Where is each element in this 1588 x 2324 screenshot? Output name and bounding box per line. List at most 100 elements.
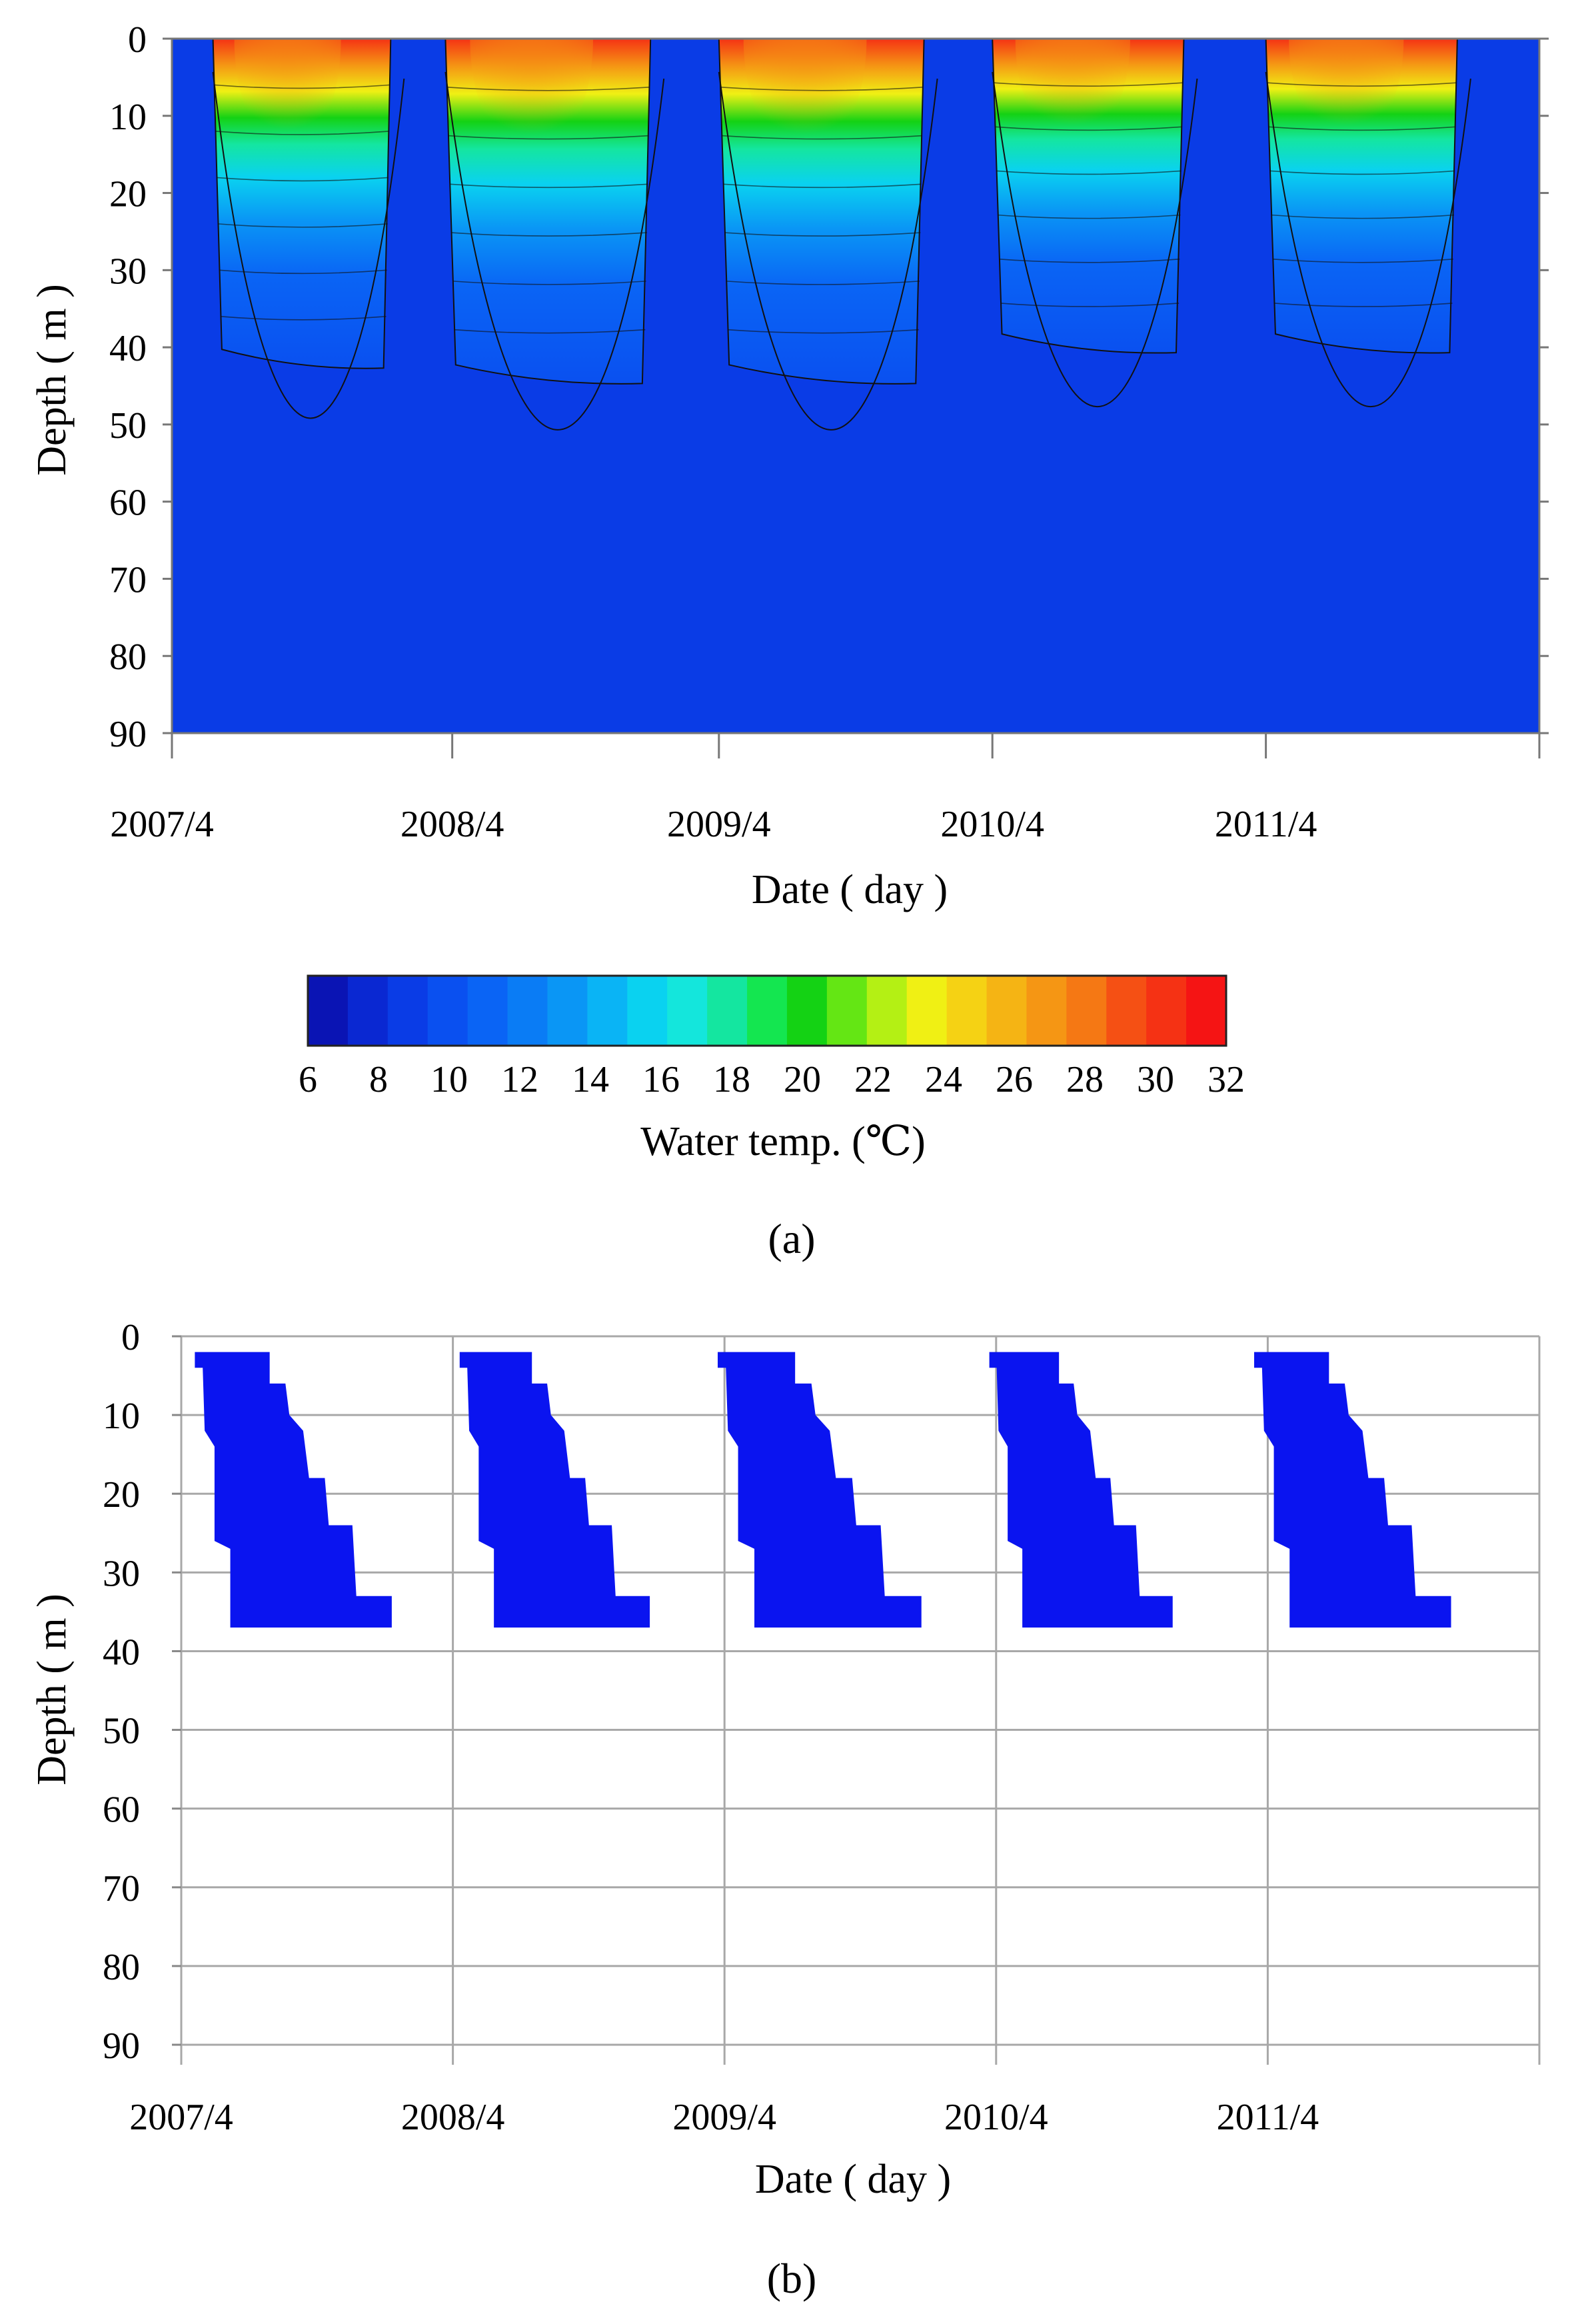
y-tick-label-a: 70 [109,559,147,600]
y-tick-label-b: 80 [103,1947,140,1988]
colorbar-tick-label: 22 [854,1059,892,1100]
y-tick-label-a: 60 [109,483,147,524]
x-tick-label-b: 2010/4 [944,2097,1048,2138]
x-tick-label-a: 2011/4 [1215,804,1317,845]
blue-region-2008 [459,1352,650,1628]
colorbar-swatch [866,976,908,1046]
colorbar-swatch [747,976,788,1046]
colorbar-tick-label: 6 [299,1059,317,1100]
contour-line-2008 [451,232,647,237]
colorbar-tick-label: 32 [1207,1059,1245,1100]
colorbar-swatch [507,976,548,1046]
contour-line-2008 [454,329,646,334]
colorbar-label: Water temp. (℃) [640,1119,926,1164]
deep-contour-2007 [212,71,405,419]
season-hotspot-2010 [1015,39,1131,147]
x-axis-label-a: Date ( day ) [752,867,948,912]
contour-line-2008 [448,135,649,140]
y-tick-label-a: 80 [109,636,147,678]
blue-region-2011 [1254,1352,1451,1628]
x-tick-label-b: 2011/4 [1217,2097,1319,2138]
contour-line-2009 [726,281,920,285]
y-tick-label-b: 10 [103,1396,140,1437]
colorbar-swatch [387,976,428,1046]
y-tick-label-b: 30 [103,1553,140,1594]
contour-line-2007 [217,177,389,182]
contour-line-2011 [1267,82,1457,87]
contour-line-2009 [727,329,919,334]
colorbar-tick-label: 26 [996,1059,1033,1100]
colorbar-swatch [467,976,508,1046]
contour-line-2010 [994,82,1184,87]
deep-contour-2009 [718,71,938,431]
y-tick-label-b: 20 [103,1474,140,1516]
colorbar-frame [307,974,1227,1047]
season-hotspot-2007 [234,39,341,153]
season-hotspot-2008 [470,39,593,158]
panel-label-a: (a) [768,1215,815,1262]
colorbar-swatch [1186,976,1227,1046]
contour-line-2008 [452,281,646,285]
contour-line-2009 [724,232,921,237]
deep-contour-2010 [992,71,1198,407]
x-tick-label-a: 2008/4 [400,804,504,845]
y-tick-label-a: 30 [109,251,147,292]
y-tick-label-b: 0 [121,1317,140,1358]
blue-region-2009 [718,1352,922,1628]
contour-line-2007 [215,131,390,135]
colorbar-swatch [547,976,588,1046]
y-tick-label-a: 10 [109,97,147,138]
colorbar-swatch [707,976,748,1046]
y-tick-label-a: 40 [109,328,147,369]
panel-b-area: 0 10 20 30 40 50 60 70 80 90 2007/4 2008/4 2009/4 20… [29,1317,1541,2202]
y-tick-label-a: 50 [109,405,147,447]
contour-line-2008 [446,86,650,91]
y-tick-label-b: 50 [103,1711,140,1752]
contour-line-2010 [1000,303,1180,307]
colorbar-tick-label: 20 [784,1059,821,1100]
y-tick-label-a: 0 [128,19,147,61]
contour-line-2011 [1272,258,1453,263]
contour-line-2011 [1273,303,1453,307]
x-tick-label-b: 2009/4 [672,2097,776,2138]
colorbar-swatch [347,976,389,1046]
colorbar-swatch [627,976,668,1046]
colorbar-tick-label: 24 [925,1059,962,1100]
colorbar-swatch [1146,976,1187,1046]
contour-line-2009 [720,86,924,91]
colorbar-swatch [826,976,868,1046]
y-axis-label-a: Depth ( m ) [29,284,75,476]
plot-frame-a [171,37,1541,734]
x-tick-label-b: 2008/4 [401,2097,505,2138]
season-hotspot-2009 [743,39,867,158]
colorbar-swatch [667,976,708,1046]
contour-line-2009 [722,135,923,140]
contour-line-2010 [996,170,1182,175]
contour-line-2007 [214,84,391,89]
y-tick-label-a: 90 [109,714,147,755]
colorbar-tick-label: 10 [430,1059,468,1100]
blue-region-2010 [989,1352,1173,1628]
x-tick-label-a: 2007/4 [110,804,214,845]
x-tick-label-a: 2010/4 [940,804,1044,845]
deep-contour-2011 [1265,71,1471,407]
colorbar-swatch [308,976,349,1046]
contour-line-2008 [449,183,648,189]
x-axis-label-b: Date ( day ) [755,2157,951,2202]
y-tick-label-a: 20 [109,174,147,215]
panel-a-heatmap: 0 10 20 30 40 50 60 70 80 90 2007/4 2008/4 2009/4 20… [29,19,1549,912]
colorbar-swatch [1066,976,1107,1046]
contour-line-2010 [995,126,1183,131]
colorbar-tick-label: 8 [369,1059,388,1100]
colorbar-swatch [906,976,948,1046]
colorbar-tick-label: 18 [713,1059,750,1100]
y-tick-label-b: 60 [103,1789,140,1831]
contour-line-2007 [219,269,387,275]
contour-line-2011 [1269,170,1455,175]
colorbar-tick-label: 30 [1137,1059,1174,1100]
season-hotspot-2011 [1289,39,1404,147]
deep-contour-2008 [444,71,665,431]
colorbar-swatch [1106,976,1147,1046]
colorbar-swatch [587,976,628,1046]
